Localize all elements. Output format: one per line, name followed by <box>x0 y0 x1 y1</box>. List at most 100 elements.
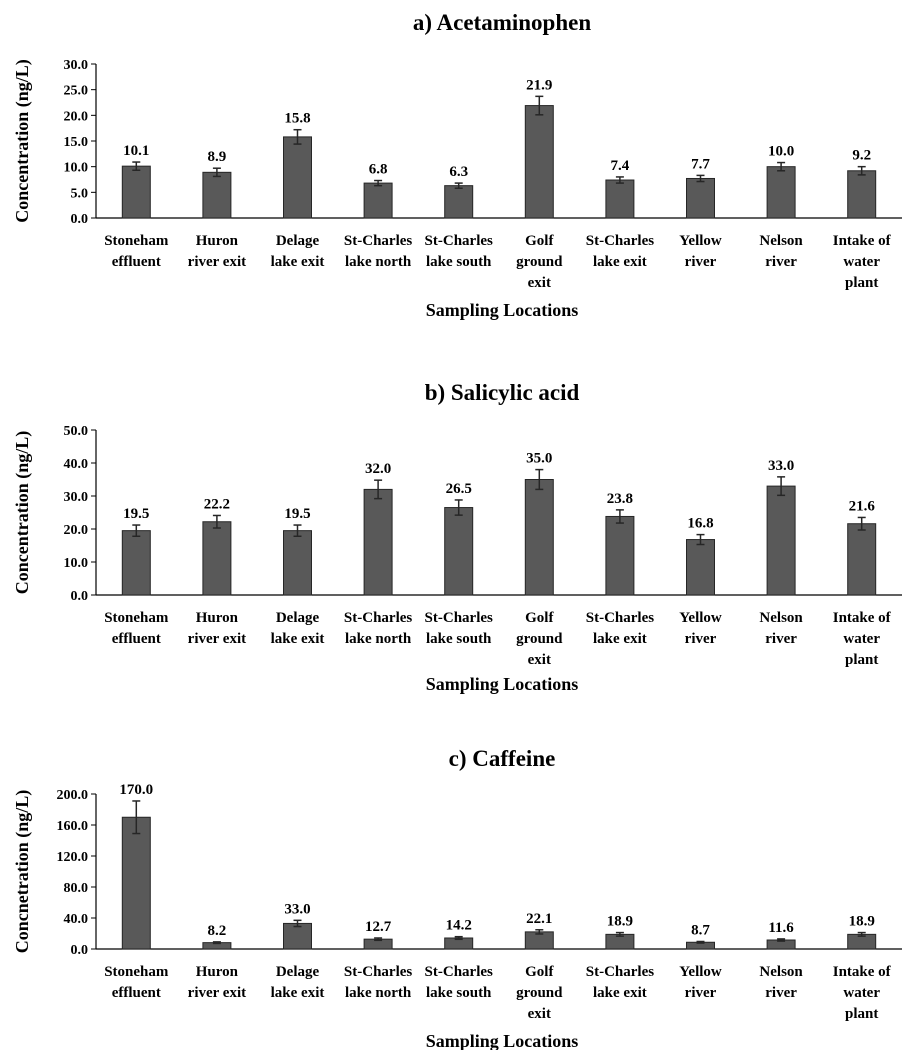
x-tick-label: Delage <box>276 610 320 626</box>
y-tick-label: 80.0 <box>64 881 89 896</box>
bar <box>524 105 554 219</box>
x-tick-label: river <box>765 985 797 1001</box>
x-tick-label: lake exit <box>271 254 325 270</box>
x-tick-label: river <box>685 985 717 1001</box>
data-label: 22.2 <box>204 496 230 512</box>
bar <box>202 521 232 596</box>
x-tick-label: effluent <box>112 631 161 647</box>
x-tick-label: exit <box>528 652 551 668</box>
x-tick-label: St-Charles <box>586 233 654 249</box>
x-tick-label: effluent <box>112 985 161 1001</box>
data-label: 32.0 <box>365 461 391 477</box>
data-label: 21.6 <box>849 498 876 514</box>
x-tick-label: river <box>765 254 797 270</box>
chart-title: b) Salicylic acid <box>425 380 580 405</box>
data-label: 19.5 <box>123 506 149 522</box>
y-tick-label: 30.0 <box>64 490 89 505</box>
x-tick-label: Stoneham <box>104 964 169 980</box>
chart-title: c) Caffeine <box>449 746 556 771</box>
x-tick-label: lake north <box>345 254 412 270</box>
x-tick-label: lake exit <box>593 631 647 647</box>
x-tick-label: water <box>843 631 880 647</box>
data-label: 12.7 <box>365 919 392 935</box>
x-tick-label: water <box>843 254 880 270</box>
data-label: 18.9 <box>607 914 633 930</box>
x-tick-label: St-Charles <box>344 610 412 626</box>
bar <box>363 182 393 219</box>
x-tick-label: St-Charles <box>425 233 493 249</box>
data-label: 19.5 <box>284 506 310 522</box>
y-tick-label: 20.0 <box>64 523 89 538</box>
x-tick-label: Huron <box>196 610 239 626</box>
x-tick-label: St-Charles <box>344 964 412 980</box>
x-axis-title: Sampling Locations <box>426 1031 579 1050</box>
y-axis-title: Concentration (ng/L) <box>12 431 33 595</box>
x-tick-label: Intake of <box>833 964 892 980</box>
data-label: 6.8 <box>369 162 388 178</box>
y-tick-label: 0.0 <box>71 212 89 227</box>
y-axis-title: Concentration (ng/L) <box>12 59 33 223</box>
x-tick-label: river exit <box>188 985 246 1001</box>
data-label: 9.2 <box>852 148 871 164</box>
x-tick-label: St-Charles <box>586 610 654 626</box>
chart-panel-caffeine: c) Caffeine 0.0 40.0 80.0 120.0 160.0 200.0 Con… <box>12 746 902 1050</box>
x-tick-label: lake exit <box>271 985 325 1001</box>
x-tick-label: river <box>685 254 717 270</box>
x-tick-label: plant <box>845 1006 878 1022</box>
bar <box>766 485 796 596</box>
data-label: 18.9 <box>849 914 875 930</box>
x-tick-label: effluent <box>112 254 161 270</box>
x-tick-label: St-Charles <box>586 964 654 980</box>
y-tick-label: 40.0 <box>64 912 89 927</box>
x-tick-label: Huron <box>196 964 239 980</box>
data-label: 7.4 <box>611 158 630 174</box>
x-tick-label: Stoneham <box>104 233 169 249</box>
bar <box>283 530 312 596</box>
x-tick-label: exit <box>528 275 551 291</box>
x-tick-label: Nelson <box>759 233 803 249</box>
x-tick-label: Delage <box>276 233 320 249</box>
y-tick-label: 50.0 <box>64 424 89 439</box>
x-tick-label: lake exit <box>593 985 647 1001</box>
bar <box>605 515 635 596</box>
data-label: 26.5 <box>446 481 472 497</box>
x-tick-label: river <box>765 631 797 647</box>
bar <box>121 816 151 950</box>
x-tick-label: plant <box>845 652 878 668</box>
chart-panel-acetaminophen: a) Acetaminophen 0.0 5.0 10.0 15.0 20.0 25.0 30… <box>12 10 902 320</box>
bar <box>283 922 312 950</box>
x-tick-label: ground <box>516 254 563 270</box>
x-tick-label: Stoneham <box>104 610 169 626</box>
x-tick-label: lake north <box>345 985 412 1001</box>
bar <box>766 166 796 219</box>
data-label: 15.8 <box>284 111 310 127</box>
x-tick-label: lake exit <box>593 254 647 270</box>
bar <box>686 177 715 219</box>
bar <box>847 523 877 596</box>
x-tick-label: Huron <box>196 233 239 249</box>
x-tick-label: river exit <box>188 254 246 270</box>
x-tick-label: ground <box>516 631 563 647</box>
x-tick-label: St-Charles <box>344 233 412 249</box>
y-tick-label: 0.0 <box>71 589 89 604</box>
y-tick-label: 160.0 <box>57 819 89 834</box>
data-label: 33.0 <box>284 901 310 917</box>
x-tick-label: Nelson <box>759 610 803 626</box>
data-label: 16.8 <box>687 516 713 532</box>
x-tick-label: ground <box>516 985 563 1001</box>
data-label: 7.7 <box>691 156 710 172</box>
x-tick-label: lake exit <box>271 631 325 647</box>
y-tick-label: 5.0 <box>71 186 89 201</box>
bar <box>444 507 474 596</box>
x-tick-label: Golf <box>525 610 554 626</box>
bar <box>363 488 393 596</box>
bar <box>202 171 232 219</box>
y-axis-title: Concnetration (ng/L) <box>12 790 33 954</box>
data-label: 170.0 <box>119 782 153 798</box>
y-tick-label: 20.0 <box>64 109 89 124</box>
x-tick-label: Nelson <box>759 964 803 980</box>
x-tick-label: plant <box>845 275 878 291</box>
x-tick-label: Intake of <box>833 610 892 626</box>
y-tick-label: 40.0 <box>64 457 89 472</box>
